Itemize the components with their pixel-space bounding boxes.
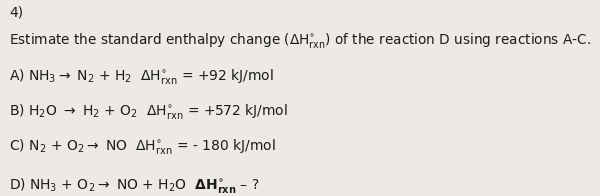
Text: A) NH$_3$$\rightarrow$ N$_2$ + H$_2$  $\mathregular{\Delta H_{rxn}^{\circ}}$ = +: A) NH$_3$$\rightarrow$ N$_2$ + H$_2$ $\m… (9, 67, 274, 86)
Text: Estimate the standard enthalpy change ($\mathregular{\Delta H_{rxn}^{\circ}}$) o: Estimate the standard enthalpy change ($… (9, 31, 591, 50)
Text: D) NH$_3$ + O$_2$$\rightarrow$ NO + H$_2$O  $\mathbf{\Delta H_{rxn}^{\circ}}$ – : D) NH$_3$ + O$_2$$\rightarrow$ NO + H$_2… (9, 176, 260, 195)
Text: 4): 4) (9, 6, 23, 20)
Text: C) N$_2$ + O$_2$$\rightarrow$ NO  $\mathregular{\Delta H_{rxn}^{\circ}}$ = - 180: C) N$_2$ + O$_2$$\rightarrow$ NO $\mathr… (9, 137, 276, 156)
Text: B) H$_2$O $\rightarrow$ H$_2$ + O$_2$  $\mathregular{\Delta H_{rxn}^{\circ}}$ = : B) H$_2$O $\rightarrow$ H$_2$ + O$_2$ $\… (9, 102, 288, 121)
